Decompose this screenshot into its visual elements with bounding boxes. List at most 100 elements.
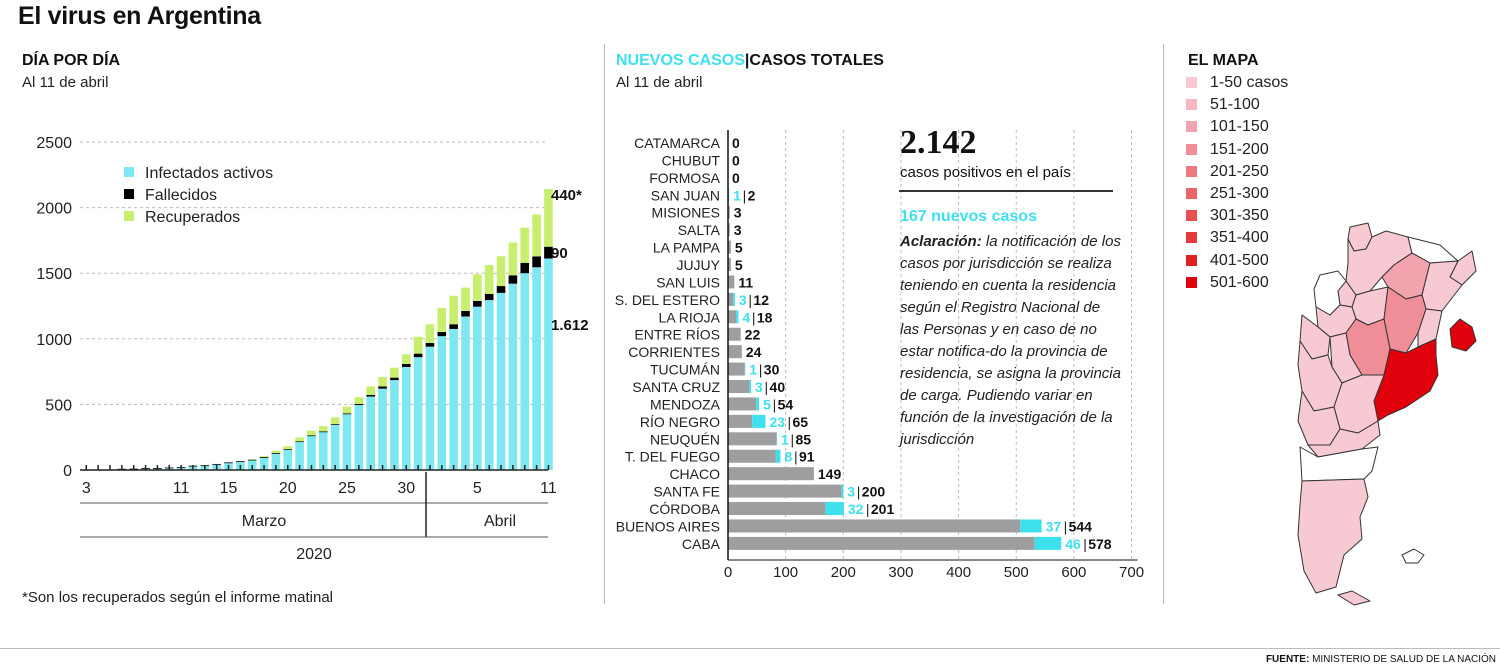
x-tick-label: 500 xyxy=(1004,564,1029,581)
bar-total xyxy=(728,414,753,428)
map-legend-label: 201-250 xyxy=(1210,162,1269,180)
y-tick-label: 1500 xyxy=(36,266,72,283)
province-label: MENDOZA xyxy=(650,396,721,412)
bar-total xyxy=(728,519,1021,533)
bar-new xyxy=(749,380,752,394)
bar-total xyxy=(728,275,735,289)
total-cases-label: 24 xyxy=(746,344,762,360)
bar-new xyxy=(744,362,746,376)
x-tick-label: 400 xyxy=(946,564,971,581)
map-legend-label: 251-300 xyxy=(1210,185,1269,202)
bar-new xyxy=(736,310,739,324)
total-cases-label: 2 xyxy=(748,187,756,203)
x-tick-label: 11 xyxy=(540,480,557,497)
map-legend-swatch xyxy=(1186,143,1197,155)
bar-active xyxy=(425,346,435,470)
total-cases-label: 22 xyxy=(745,327,761,343)
map-heading: EL MAPA xyxy=(1188,52,1259,69)
divider-right xyxy=(1163,44,1164,604)
bar-active xyxy=(271,453,281,470)
daily-grid: 0 500 1000 1500 2000 2500 xyxy=(36,135,548,480)
bar-active xyxy=(544,258,553,470)
province-label: SALTA xyxy=(678,222,721,238)
bar-total xyxy=(728,536,1035,550)
bar-recovered xyxy=(508,242,518,276)
bar-recovered xyxy=(461,287,470,311)
x-tick-label: 700 xyxy=(1119,564,1144,581)
bar-total xyxy=(728,292,734,306)
new-cases-label: 1 xyxy=(733,187,741,203)
total-cases-label: 200 xyxy=(862,484,886,500)
bar-active xyxy=(366,396,375,470)
bar-new xyxy=(775,449,781,463)
bar-recovered xyxy=(532,214,541,257)
total-cases-label: 0 xyxy=(732,170,740,186)
total-cases-label: 3 xyxy=(734,222,742,238)
legend-swatch xyxy=(124,167,134,177)
bar-recovered xyxy=(259,456,269,458)
total-cases-label: 5 xyxy=(735,240,743,256)
bar-total xyxy=(728,484,842,498)
total-cases-label: 12 xyxy=(753,292,769,308)
province-grid: 0 100 200 300 400 500 600 700 xyxy=(724,130,1144,581)
total-cases-label: 40 xyxy=(770,379,786,395)
province-label: SAN LUIS xyxy=(656,274,720,290)
bar-deaths xyxy=(401,363,411,368)
bar-active xyxy=(473,306,482,470)
bar-active xyxy=(342,414,352,470)
bar-total xyxy=(728,362,745,376)
province-label: SAN JUAN xyxy=(651,187,720,203)
province-label: T. DEL FUEGO xyxy=(625,449,720,465)
province-label: ENTRE RÍOS xyxy=(634,327,720,343)
clarification-title: Aclaración: xyxy=(900,233,982,250)
bar-total xyxy=(728,397,757,411)
clarification-text: la notificación de los casos por jurisdi… xyxy=(900,233,1121,448)
bar-deaths xyxy=(247,459,257,461)
bar-active xyxy=(461,316,470,470)
province-label: BUENOS AIRES xyxy=(616,518,720,534)
total-cases-label: 0 xyxy=(732,135,740,151)
total-cases-label: 91 xyxy=(799,449,815,465)
new-cases-label: 4 xyxy=(742,309,750,325)
bar-recovered xyxy=(413,336,423,354)
bar-deaths xyxy=(425,342,435,347)
bar-new xyxy=(1034,536,1062,550)
end-label-active: 1.612 xyxy=(551,317,589,334)
value-separator: | xyxy=(748,292,752,308)
bar-recovered xyxy=(484,265,494,294)
bar-new xyxy=(728,188,730,202)
bar-deaths xyxy=(271,452,281,454)
legend-swatch xyxy=(124,189,134,199)
province-label: MISIONES xyxy=(652,205,720,221)
bar-active xyxy=(378,388,387,470)
value-separator: | xyxy=(1083,536,1087,552)
bar-deaths xyxy=(295,441,304,443)
bar-active xyxy=(413,357,423,470)
bar-deaths xyxy=(544,246,553,259)
y-tick-label: 0 xyxy=(63,463,72,480)
value-separator: | xyxy=(866,501,870,517)
month-label-april: Abril xyxy=(484,513,516,530)
province-label: NEUQUÉN xyxy=(650,431,720,447)
map-legend-label: 151-200 xyxy=(1210,140,1269,158)
map-legend-swatch xyxy=(1186,99,1197,111)
bar-deaths xyxy=(342,413,352,415)
bar-new xyxy=(1020,519,1042,533)
bar-active xyxy=(390,380,399,470)
bar-recovered xyxy=(319,426,328,432)
bar-deaths xyxy=(496,286,506,293)
new-cases-label: 3 xyxy=(755,379,763,395)
daily-bars xyxy=(82,188,553,471)
recovered-footnote: *Son los recuperados según el informe ma… xyxy=(22,589,334,606)
province-label: CHACO xyxy=(669,466,720,482)
bar-total xyxy=(728,432,777,446)
bar-recovered xyxy=(401,354,411,364)
value-separator: | xyxy=(773,396,777,412)
bar-new xyxy=(825,502,844,516)
bar-deaths xyxy=(378,386,387,389)
bar-new xyxy=(752,414,766,428)
source-text: MINISTERIO DE SALUD DE LA NACIÓN xyxy=(1312,654,1496,665)
bar-active xyxy=(295,441,304,470)
